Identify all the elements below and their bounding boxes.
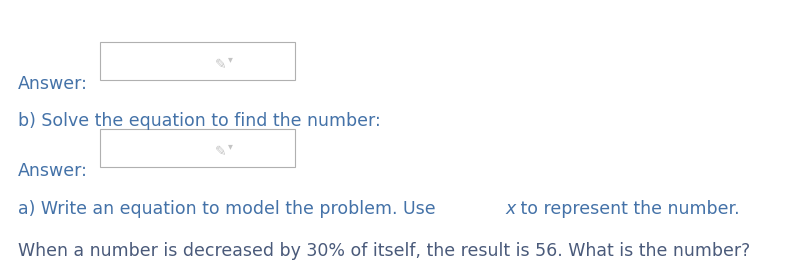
Text: to represent the number.: to represent the number. xyxy=(515,200,740,218)
Text: ✎: ✎ xyxy=(215,146,226,160)
Text: Answer:: Answer: xyxy=(18,162,88,180)
Text: ✎: ✎ xyxy=(215,59,226,73)
Text: Answer:: Answer: xyxy=(18,75,88,93)
Text: a) Write an equation to model the problem. Use: a) Write an equation to model the proble… xyxy=(18,200,441,218)
Text: ▾: ▾ xyxy=(229,141,233,151)
Text: ▾: ▾ xyxy=(229,54,233,64)
Text: x: x xyxy=(505,200,516,218)
Text: b) Solve the equation to find the number:: b) Solve the equation to find the number… xyxy=(18,112,380,130)
Text: When a number is decreased by 30% of itself, the result is 56. What is the numbe: When a number is decreased by 30% of its… xyxy=(18,242,751,260)
